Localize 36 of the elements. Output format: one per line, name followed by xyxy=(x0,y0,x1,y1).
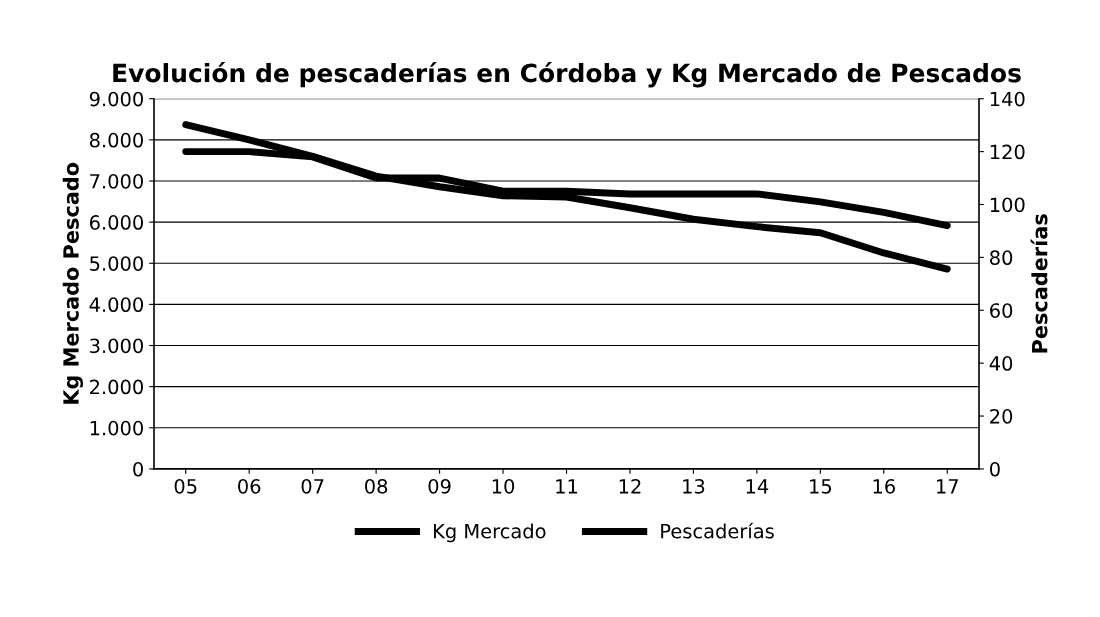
y-tick-label: 7.000 xyxy=(90,173,143,189)
y2-tick-label: 120 xyxy=(990,144,1025,160)
x-tick-label: 06 xyxy=(238,478,261,494)
legend-label: Pescaderías xyxy=(661,522,774,539)
y-tick-label: 5.000 xyxy=(90,256,143,271)
x-tick-label: 13 xyxy=(683,478,705,494)
y2-axis-title: Pescaderías xyxy=(1030,214,1048,353)
legend-label: Kg Mercado xyxy=(434,523,546,543)
y2-tick-label: 140 xyxy=(990,91,1025,107)
x-tick-label: 05 xyxy=(174,478,197,494)
y-tick-label: 8.000 xyxy=(89,132,143,148)
y2-tick-label: 20 xyxy=(990,408,1013,424)
y-tick-label: 1.000 xyxy=(90,420,143,436)
y2-tick-label: 80 xyxy=(990,250,1013,266)
x-tick-label: 16 xyxy=(873,478,895,494)
y-tick-label: 4.000 xyxy=(89,297,143,313)
y-tick-label: 3.000 xyxy=(90,338,143,354)
x-tick-label: 14 xyxy=(746,479,769,494)
y2-tick-label: 60 xyxy=(990,303,1013,318)
y2-tick-label: 40 xyxy=(989,356,1013,371)
y-tick-label: 0 xyxy=(133,461,143,477)
x-tick-label: 10 xyxy=(492,478,515,494)
chart-title: Evolución de pescaderías en Córdoba y Kg Mercado de Pescados xyxy=(113,62,1021,88)
x-tick-label: 09 xyxy=(428,478,451,494)
y-tick-label: 6.000 xyxy=(89,215,143,230)
x-tick-label: 17 xyxy=(937,479,958,494)
x-tick-label: 08 xyxy=(365,478,388,494)
y2-tick-label: 0 xyxy=(990,461,1000,477)
x-tick-label: 12 xyxy=(619,478,641,494)
x-tick-label: 11 xyxy=(556,479,578,494)
x-tick-label: 07 xyxy=(301,478,324,494)
y-tick-label: 2.000 xyxy=(90,379,143,395)
x-tick-label: 15 xyxy=(810,479,832,494)
y-axis-title: Kg Mercado Pescado xyxy=(62,162,84,404)
y2-tick-label: 100 xyxy=(990,197,1025,213)
y-tick-label: 9.000 xyxy=(89,91,143,107)
